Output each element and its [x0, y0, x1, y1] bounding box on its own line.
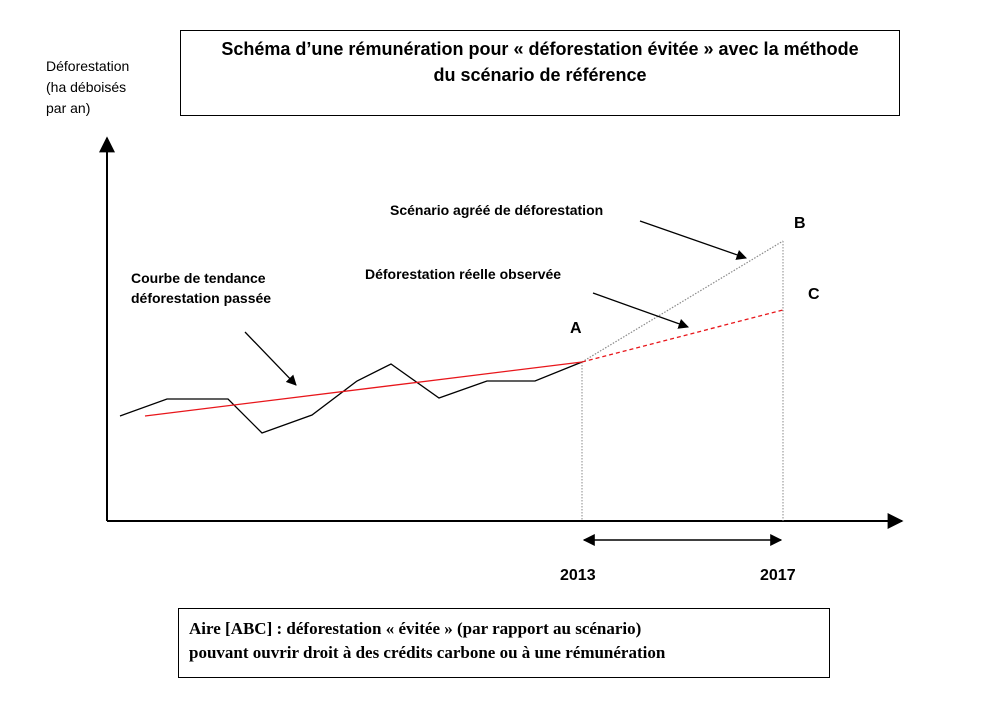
point-c-label: C	[808, 286, 820, 303]
scenario-arrow	[639, 220, 747, 260]
trend-arrow	[244, 331, 297, 386]
footer-note-box: Aire [ABC] : déforestation « évitée » (p…	[178, 608, 830, 678]
observed-label: Déforestation réelle observée	[365, 266, 562, 282]
trend-label-line-1: Courbe de tendance	[131, 270, 266, 286]
y-axis-label-line-2: (ha déboisés	[46, 79, 127, 95]
title-line-2: du scénario de référence	[433, 65, 647, 85]
point-b-label: B	[794, 215, 806, 232]
trend-line	[144, 361, 583, 417]
y-axis-label-line-3: par an)	[46, 100, 91, 116]
scenario-label: Scénario agréé de déforestation	[390, 202, 604, 218]
title-line-1: Schéma d’une rémunération pour « défores…	[221, 39, 859, 59]
y-axis-label-line-1: Déforestation	[46, 58, 130, 74]
point-a-label: A	[570, 320, 582, 337]
title-box: Schéma d’une rémunération pour « défores…	[180, 30, 900, 116]
footer-line-1: Aire [ABC] : déforestation « évitée » (p…	[189, 619, 642, 638]
year-start-label: 2013	[560, 567, 596, 584]
footer-line-2: pouvant ouvrir droit à des crédits carbo…	[189, 643, 666, 662]
trend-label-line-2: déforestation passée	[131, 290, 272, 306]
scenario-line	[581, 240, 784, 363]
observed-line	[581, 309, 784, 363]
year-end-label: 2017	[760, 567, 796, 584]
past-deforestation-line	[119, 361, 583, 434]
observed-arrow	[592, 292, 689, 329]
